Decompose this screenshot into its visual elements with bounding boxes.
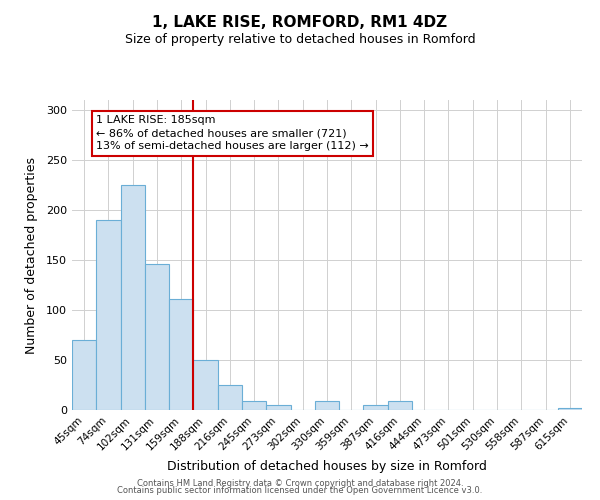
Text: 1 LAKE RISE: 185sqm
← 86% of detached houses are smaller (721)
13% of semi-detac: 1 LAKE RISE: 185sqm ← 86% of detached ho… <box>96 115 369 152</box>
Bar <box>145 264 169 410</box>
Text: 1, LAKE RISE, ROMFORD, RM1 4DZ: 1, LAKE RISE, ROMFORD, RM1 4DZ <box>152 15 448 30</box>
Bar <box>193 360 218 410</box>
Bar <box>121 185 145 410</box>
Bar <box>72 340 96 410</box>
Bar <box>388 401 412 410</box>
Bar <box>242 401 266 410</box>
Text: Size of property relative to detached houses in Romford: Size of property relative to detached ho… <box>125 32 475 46</box>
X-axis label: Distribution of detached houses by size in Romford: Distribution of detached houses by size … <box>167 460 487 473</box>
Text: Contains HM Land Registry data © Crown copyright and database right 2024.: Contains HM Land Registry data © Crown c… <box>137 478 463 488</box>
Bar <box>558 408 582 410</box>
Text: Contains public sector information licensed under the Open Government Licence v3: Contains public sector information licen… <box>118 486 482 495</box>
Bar <box>315 401 339 410</box>
Bar <box>266 405 290 410</box>
Bar <box>364 405 388 410</box>
Y-axis label: Number of detached properties: Number of detached properties <box>25 156 38 354</box>
Bar <box>218 385 242 410</box>
Bar <box>169 299 193 410</box>
Bar <box>96 220 121 410</box>
